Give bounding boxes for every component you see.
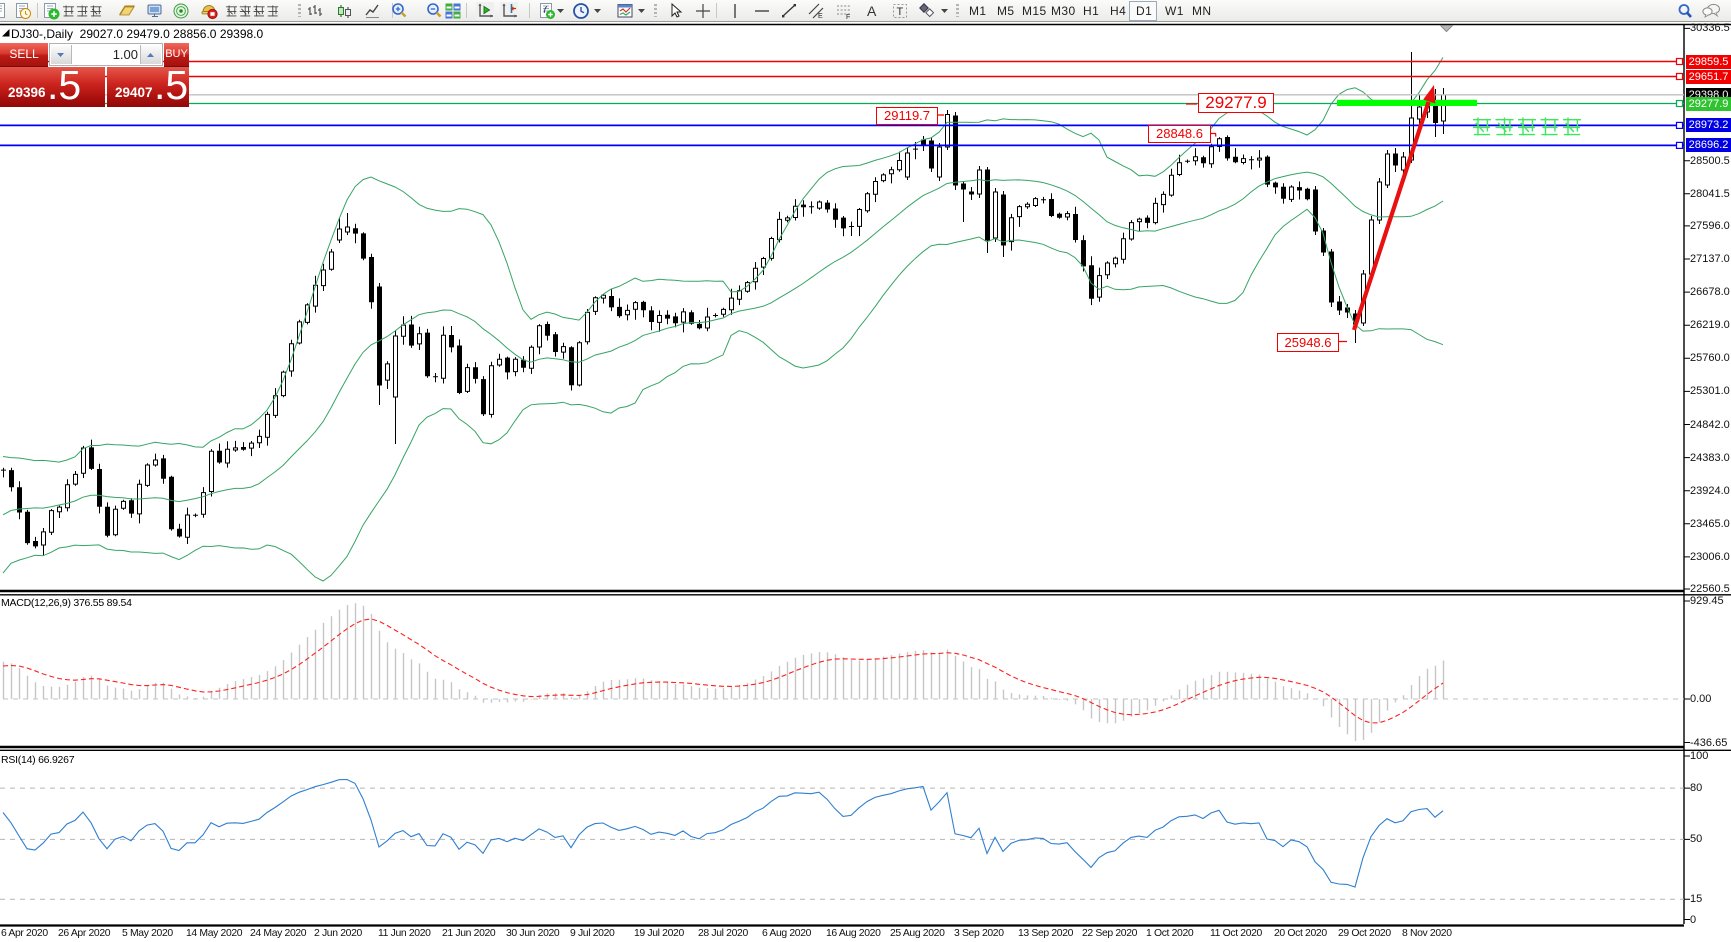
svg-text:T: T	[897, 6, 904, 18]
svg-text:F: F	[846, 14, 850, 20]
svg-text:E: E	[818, 13, 823, 20]
